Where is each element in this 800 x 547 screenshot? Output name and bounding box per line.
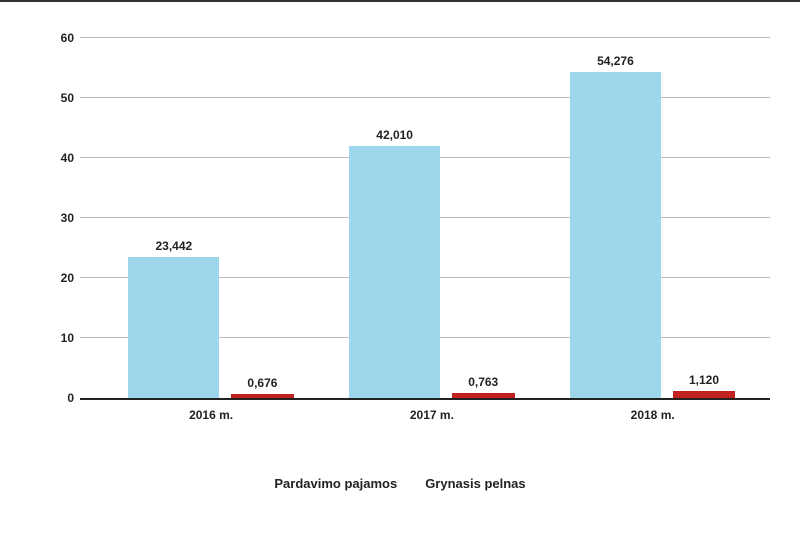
bar-value-label: 42,010 [376,128,413,142]
bar-value-label: 0,676 [247,376,277,390]
legend-item: Grynasis pelnas [425,476,525,491]
bar-value-label: 0,763 [468,375,498,389]
chart-container: 010203040506023,4420,6762016 m.42,0100,7… [50,40,770,440]
bar-series1: 42,010 [349,146,440,398]
gridline [80,37,770,38]
bar-value-label: 23,442 [155,239,192,253]
category-label: 2018 m. [631,408,675,422]
top-separator [0,0,800,2]
ytick-label: 40 [50,151,74,165]
category-label: 2017 m. [410,408,454,422]
legend-item: Pardavimo pajamos [274,476,397,491]
ytick-label: 0 [50,391,74,405]
ytick-label: 20 [50,271,74,285]
bar-series2: 0,676 [231,394,294,398]
ytick-label: 60 [50,31,74,45]
gridline [80,97,770,98]
legend: Pardavimo pajamos Grynasis pelnas [0,475,800,493]
ytick-label: 50 [50,91,74,105]
plot-area: 010203040506023,4420,6762016 m.42,0100,7… [80,40,770,400]
bar-value-label: 1,120 [689,373,719,387]
category-label: 2016 m. [189,408,233,422]
bar-value-label: 54,276 [597,54,634,68]
bar-series1: 54,276 [570,72,661,398]
bar-series2: 1,120 [673,391,736,398]
bar-series2: 0,763 [452,393,515,398]
ytick-label: 30 [50,211,74,225]
bar-series1: 23,442 [128,257,219,398]
ytick-label: 10 [50,331,74,345]
